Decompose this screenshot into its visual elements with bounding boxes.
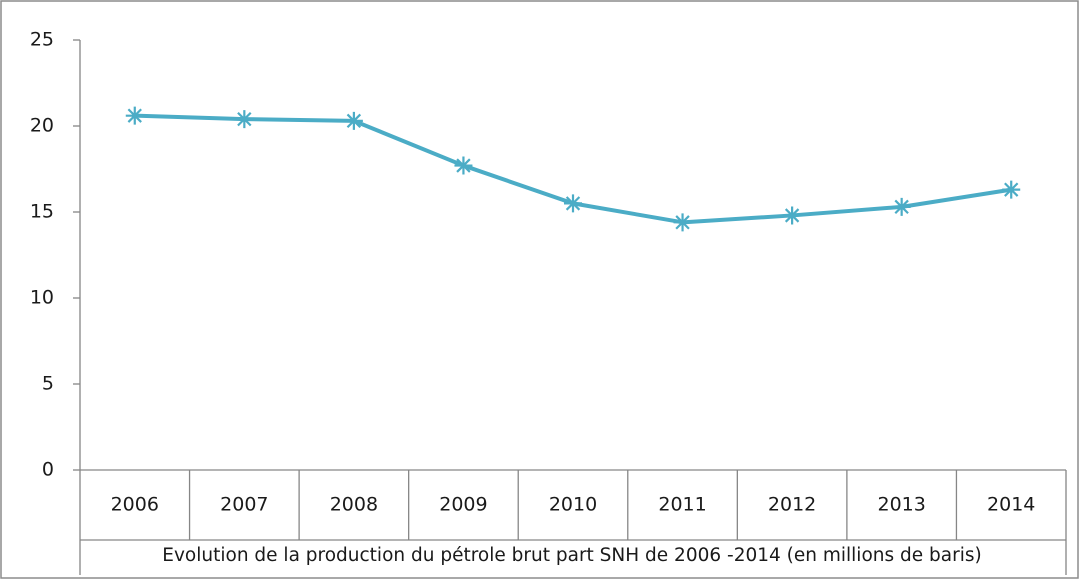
marker <box>125 106 144 125</box>
marker <box>892 197 911 216</box>
x-tick-label: 2007 <box>220 494 268 516</box>
y-tick-label: 25 <box>30 29 54 51</box>
marker <box>454 156 473 175</box>
x-tick-label: 2010 <box>549 494 597 516</box>
y-tick-label: 5 <box>42 373 54 395</box>
marker <box>673 213 692 232</box>
marker <box>1002 180 1021 199</box>
x-tick-label: 2012 <box>768 494 816 516</box>
x-tick-label: 2006 <box>111 494 159 516</box>
x-tick-label: 2008 <box>330 494 378 516</box>
y-tick-label: 20 <box>30 115 54 137</box>
x-tick-label: 2011 <box>658 494 706 516</box>
marker <box>344 111 363 130</box>
y-tick-label: 10 <box>30 287 54 309</box>
x-tick-label: 2009 <box>439 494 487 516</box>
y-tick-label: 15 <box>30 201 54 223</box>
x-tick-label: 2014 <box>987 494 1035 516</box>
marker <box>564 194 582 213</box>
x-tick-label: 2013 <box>877 494 925 516</box>
marker <box>235 110 254 129</box>
x-axis-label: Evolution de la production du pétrole br… <box>162 545 981 566</box>
marker <box>783 206 802 225</box>
y-tick-label: 0 <box>42 459 54 481</box>
